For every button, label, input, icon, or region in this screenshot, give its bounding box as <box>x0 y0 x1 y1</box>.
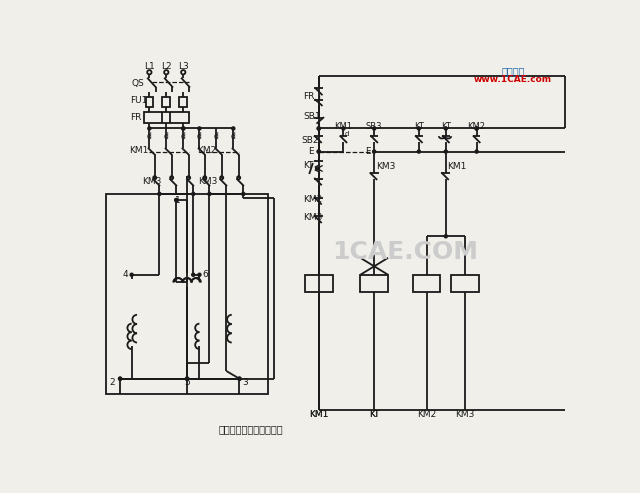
Text: SB3: SB3 <box>366 122 383 132</box>
Text: KM3: KM3 <box>456 410 475 420</box>
Text: KM2: KM2 <box>468 122 486 132</box>
Circle shape <box>186 377 189 380</box>
Circle shape <box>444 127 447 130</box>
Circle shape <box>192 192 195 195</box>
Text: KM1: KM1 <box>309 410 328 420</box>
Text: 2: 2 <box>109 378 115 387</box>
Circle shape <box>118 377 122 380</box>
Text: KM1: KM1 <box>309 410 328 420</box>
Bar <box>179 97 187 107</box>
Text: 6: 6 <box>203 270 209 279</box>
Bar <box>145 97 153 107</box>
Text: KM3: KM3 <box>376 163 395 172</box>
Text: KM2: KM2 <box>303 195 323 204</box>
Text: E: E <box>365 147 371 156</box>
Circle shape <box>175 199 178 202</box>
Circle shape <box>170 176 173 179</box>
Text: QS: QS <box>132 79 145 88</box>
Text: 1: 1 <box>175 196 180 205</box>
Text: 4: 4 <box>123 270 128 279</box>
Circle shape <box>237 176 240 179</box>
Text: KM1: KM1 <box>129 145 148 154</box>
Text: 雙速電動機調速控制線路: 雙速電動機調速控制線路 <box>219 424 284 434</box>
Circle shape <box>317 150 320 153</box>
Text: KT: KT <box>441 122 451 132</box>
Text: d: d <box>164 132 169 141</box>
Circle shape <box>153 176 156 179</box>
Circle shape <box>475 127 478 130</box>
Circle shape <box>475 127 478 130</box>
Text: KT: KT <box>369 410 380 420</box>
Circle shape <box>317 127 320 130</box>
Bar <box>360 275 388 292</box>
Circle shape <box>130 273 133 276</box>
Circle shape <box>192 273 195 276</box>
Text: KT: KT <box>369 410 380 420</box>
Text: FR: FR <box>303 92 315 101</box>
Circle shape <box>417 127 420 130</box>
Text: KM3: KM3 <box>141 177 161 186</box>
Circle shape <box>232 127 235 130</box>
Text: FR: FR <box>130 113 141 122</box>
Circle shape <box>317 127 320 130</box>
Text: 仿真在線: 仿真在線 <box>501 67 525 76</box>
Circle shape <box>186 377 189 380</box>
Text: L2: L2 <box>161 62 172 70</box>
Text: KT: KT <box>414 122 424 132</box>
Text: KM3: KM3 <box>198 177 217 186</box>
Circle shape <box>158 192 161 195</box>
Circle shape <box>208 192 211 195</box>
Circle shape <box>444 150 447 153</box>
Circle shape <box>175 199 178 202</box>
Text: 1CAE.COM: 1CAE.COM <box>332 240 478 264</box>
Text: d: d <box>197 132 202 141</box>
Bar <box>163 97 170 107</box>
Circle shape <box>198 127 201 130</box>
Circle shape <box>186 377 189 380</box>
Text: d: d <box>214 132 219 141</box>
Text: 3: 3 <box>243 378 248 387</box>
Circle shape <box>187 176 190 179</box>
Text: KM3: KM3 <box>303 213 323 222</box>
Text: d: d <box>147 132 152 141</box>
Bar <box>451 275 479 292</box>
Circle shape <box>317 150 320 153</box>
Circle shape <box>238 377 241 380</box>
Text: 5: 5 <box>184 378 190 387</box>
Circle shape <box>372 150 376 153</box>
Text: d: d <box>344 131 349 137</box>
Circle shape <box>342 127 345 130</box>
Circle shape <box>204 176 206 179</box>
Text: d: d <box>231 132 236 141</box>
Text: SB1: SB1 <box>303 111 321 121</box>
Bar <box>305 275 333 292</box>
Circle shape <box>198 273 201 276</box>
Circle shape <box>444 235 447 238</box>
Circle shape <box>148 127 151 130</box>
Circle shape <box>118 377 122 380</box>
Circle shape <box>417 150 420 153</box>
Circle shape <box>182 127 185 130</box>
Text: E: E <box>308 147 314 156</box>
Text: KM2: KM2 <box>417 410 436 420</box>
Text: KM2: KM2 <box>197 145 216 154</box>
Text: KM1: KM1 <box>334 122 353 132</box>
Text: KM1: KM1 <box>447 163 467 172</box>
Text: KT: KT <box>303 161 314 170</box>
Circle shape <box>182 127 185 130</box>
Circle shape <box>238 377 241 380</box>
Bar <box>106 194 268 394</box>
Bar <box>144 111 189 123</box>
Text: FU1: FU1 <box>130 96 147 105</box>
Text: L1: L1 <box>144 62 155 70</box>
Text: L3: L3 <box>178 62 189 70</box>
Circle shape <box>242 192 245 195</box>
Bar <box>413 275 440 292</box>
Circle shape <box>220 176 223 179</box>
Text: SB2: SB2 <box>301 136 319 144</box>
Text: d: d <box>181 132 186 141</box>
Circle shape <box>475 150 478 153</box>
Circle shape <box>372 127 376 130</box>
Text: www.1CAE.com: www.1CAE.com <box>474 74 552 84</box>
